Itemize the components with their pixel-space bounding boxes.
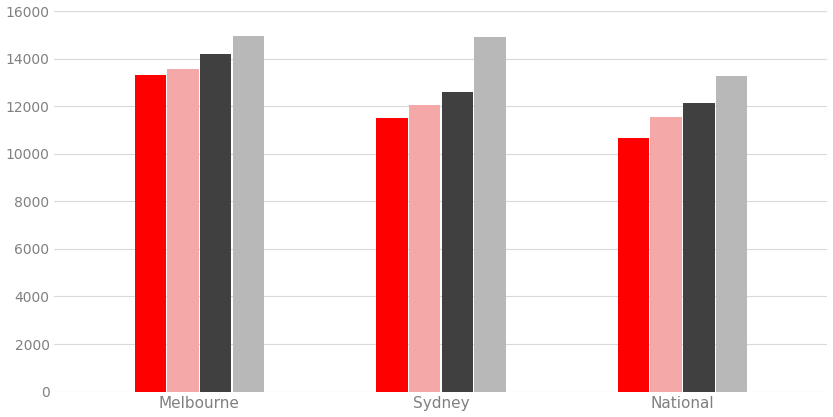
Bar [441, 92, 473, 392]
Bar [651, 117, 682, 392]
Bar [716, 76, 747, 392]
Bar [377, 118, 407, 392]
Bar [618, 138, 649, 392]
Bar [474, 37, 506, 392]
Bar [409, 105, 441, 392]
Bar [200, 54, 232, 392]
Bar [683, 103, 715, 392]
Bar [167, 69, 199, 392]
Bar [232, 36, 264, 392]
Bar [135, 75, 166, 392]
